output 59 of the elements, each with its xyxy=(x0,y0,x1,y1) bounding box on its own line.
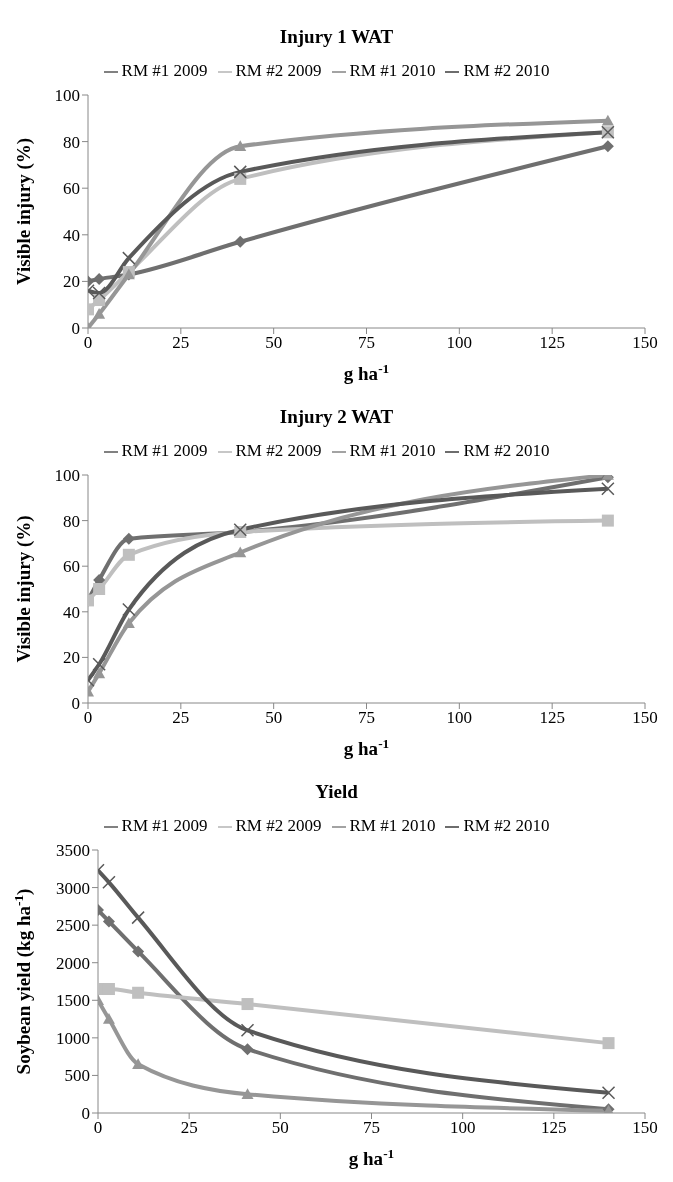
x-tick-label: 75 xyxy=(363,1118,380,1138)
x-tick-label: 25 xyxy=(172,708,190,728)
y-tick-label: 3000 xyxy=(56,878,90,898)
legend-label: RM #2 2010 xyxy=(463,441,550,460)
x-axis-title: g ha$^{-1}$ xyxy=(343,735,390,759)
y-tick-label: 100 xyxy=(54,466,80,486)
x-tick-label: 125 xyxy=(541,1118,567,1138)
y-axis-title: Visible injury (%) xyxy=(13,515,35,663)
x-tick-label: 50 xyxy=(271,1118,289,1138)
legend-label: RM #2 2010 xyxy=(463,816,550,835)
chart-title: Injury 2 WAT xyxy=(278,405,395,429)
x-tick-label: 0 xyxy=(93,1118,103,1138)
x-tick-label: 50 xyxy=(265,333,283,353)
x-tick-label: 125 xyxy=(539,708,565,728)
y-tick-label: 2500 xyxy=(56,916,90,936)
y-tick-label: 80 xyxy=(63,511,80,531)
x-tick-label: 75 xyxy=(358,708,375,728)
legend-label: RM #2 2010 xyxy=(463,61,550,80)
legend-label: RM #1 2010 xyxy=(349,61,436,80)
chart-title: Yield xyxy=(314,780,359,804)
legend-label: RM #1 2009 xyxy=(121,816,208,835)
x-tick-label: 100 xyxy=(449,1118,476,1138)
x-axis-title: g ha$^{-1}$ xyxy=(343,360,390,384)
legend-label: RM #2 2009 xyxy=(235,816,322,835)
legend-label: RM #1 2009 xyxy=(121,61,208,80)
legend-label: RM #1 2010 xyxy=(349,441,436,460)
x-tick-label: 100 xyxy=(446,333,473,353)
x-tick-label: 150 xyxy=(632,708,658,728)
y-tick-label: 20 xyxy=(63,272,80,292)
x-tick-label: 25 xyxy=(172,333,190,353)
y-tick-label: 100 xyxy=(54,86,80,106)
x-tick-label: 75 xyxy=(358,333,375,353)
y-tick-label: 0 xyxy=(71,694,80,714)
legend-label: RM #2 2009 xyxy=(235,441,322,460)
legend-label: RM #1 2009 xyxy=(121,441,208,460)
y-axis-title: Visible injury (%) xyxy=(13,137,35,286)
x-tick-label: 125 xyxy=(539,333,565,353)
chart-title: Injury 1 WAT xyxy=(278,25,395,49)
y-tick-label: 0 xyxy=(71,319,80,339)
y-tick-label: 60 xyxy=(63,179,80,199)
y-tick-label: 0 xyxy=(81,1104,90,1124)
x-tick-label: 100 xyxy=(446,708,473,728)
y-tick-label: 40 xyxy=(63,602,80,622)
y-tick-label: 20 xyxy=(63,648,80,668)
y-tick-label: 60 xyxy=(63,557,80,577)
x-tick-label: 150 xyxy=(632,1118,658,1138)
y-tick-label: 40 xyxy=(63,225,80,245)
x-tick-label: 25 xyxy=(180,1118,198,1138)
y-tick-label: 500 xyxy=(64,1066,90,1086)
y-tick-label: 1500 xyxy=(56,991,90,1011)
y-tick-label: 3500 xyxy=(56,841,90,861)
y-tick-label: 1000 xyxy=(56,1028,90,1048)
x-tick-label: 150 xyxy=(632,333,658,353)
x-tick-label: 50 xyxy=(265,708,283,728)
y-tick-label: 80 xyxy=(63,132,80,152)
x-axis-title: g ha$^{-1}$ xyxy=(348,1145,395,1169)
legend-label: RM #1 2010 xyxy=(349,816,436,835)
legend-label: RM #2 2009 xyxy=(235,61,322,80)
y-tick-label: 2000 xyxy=(56,953,90,973)
